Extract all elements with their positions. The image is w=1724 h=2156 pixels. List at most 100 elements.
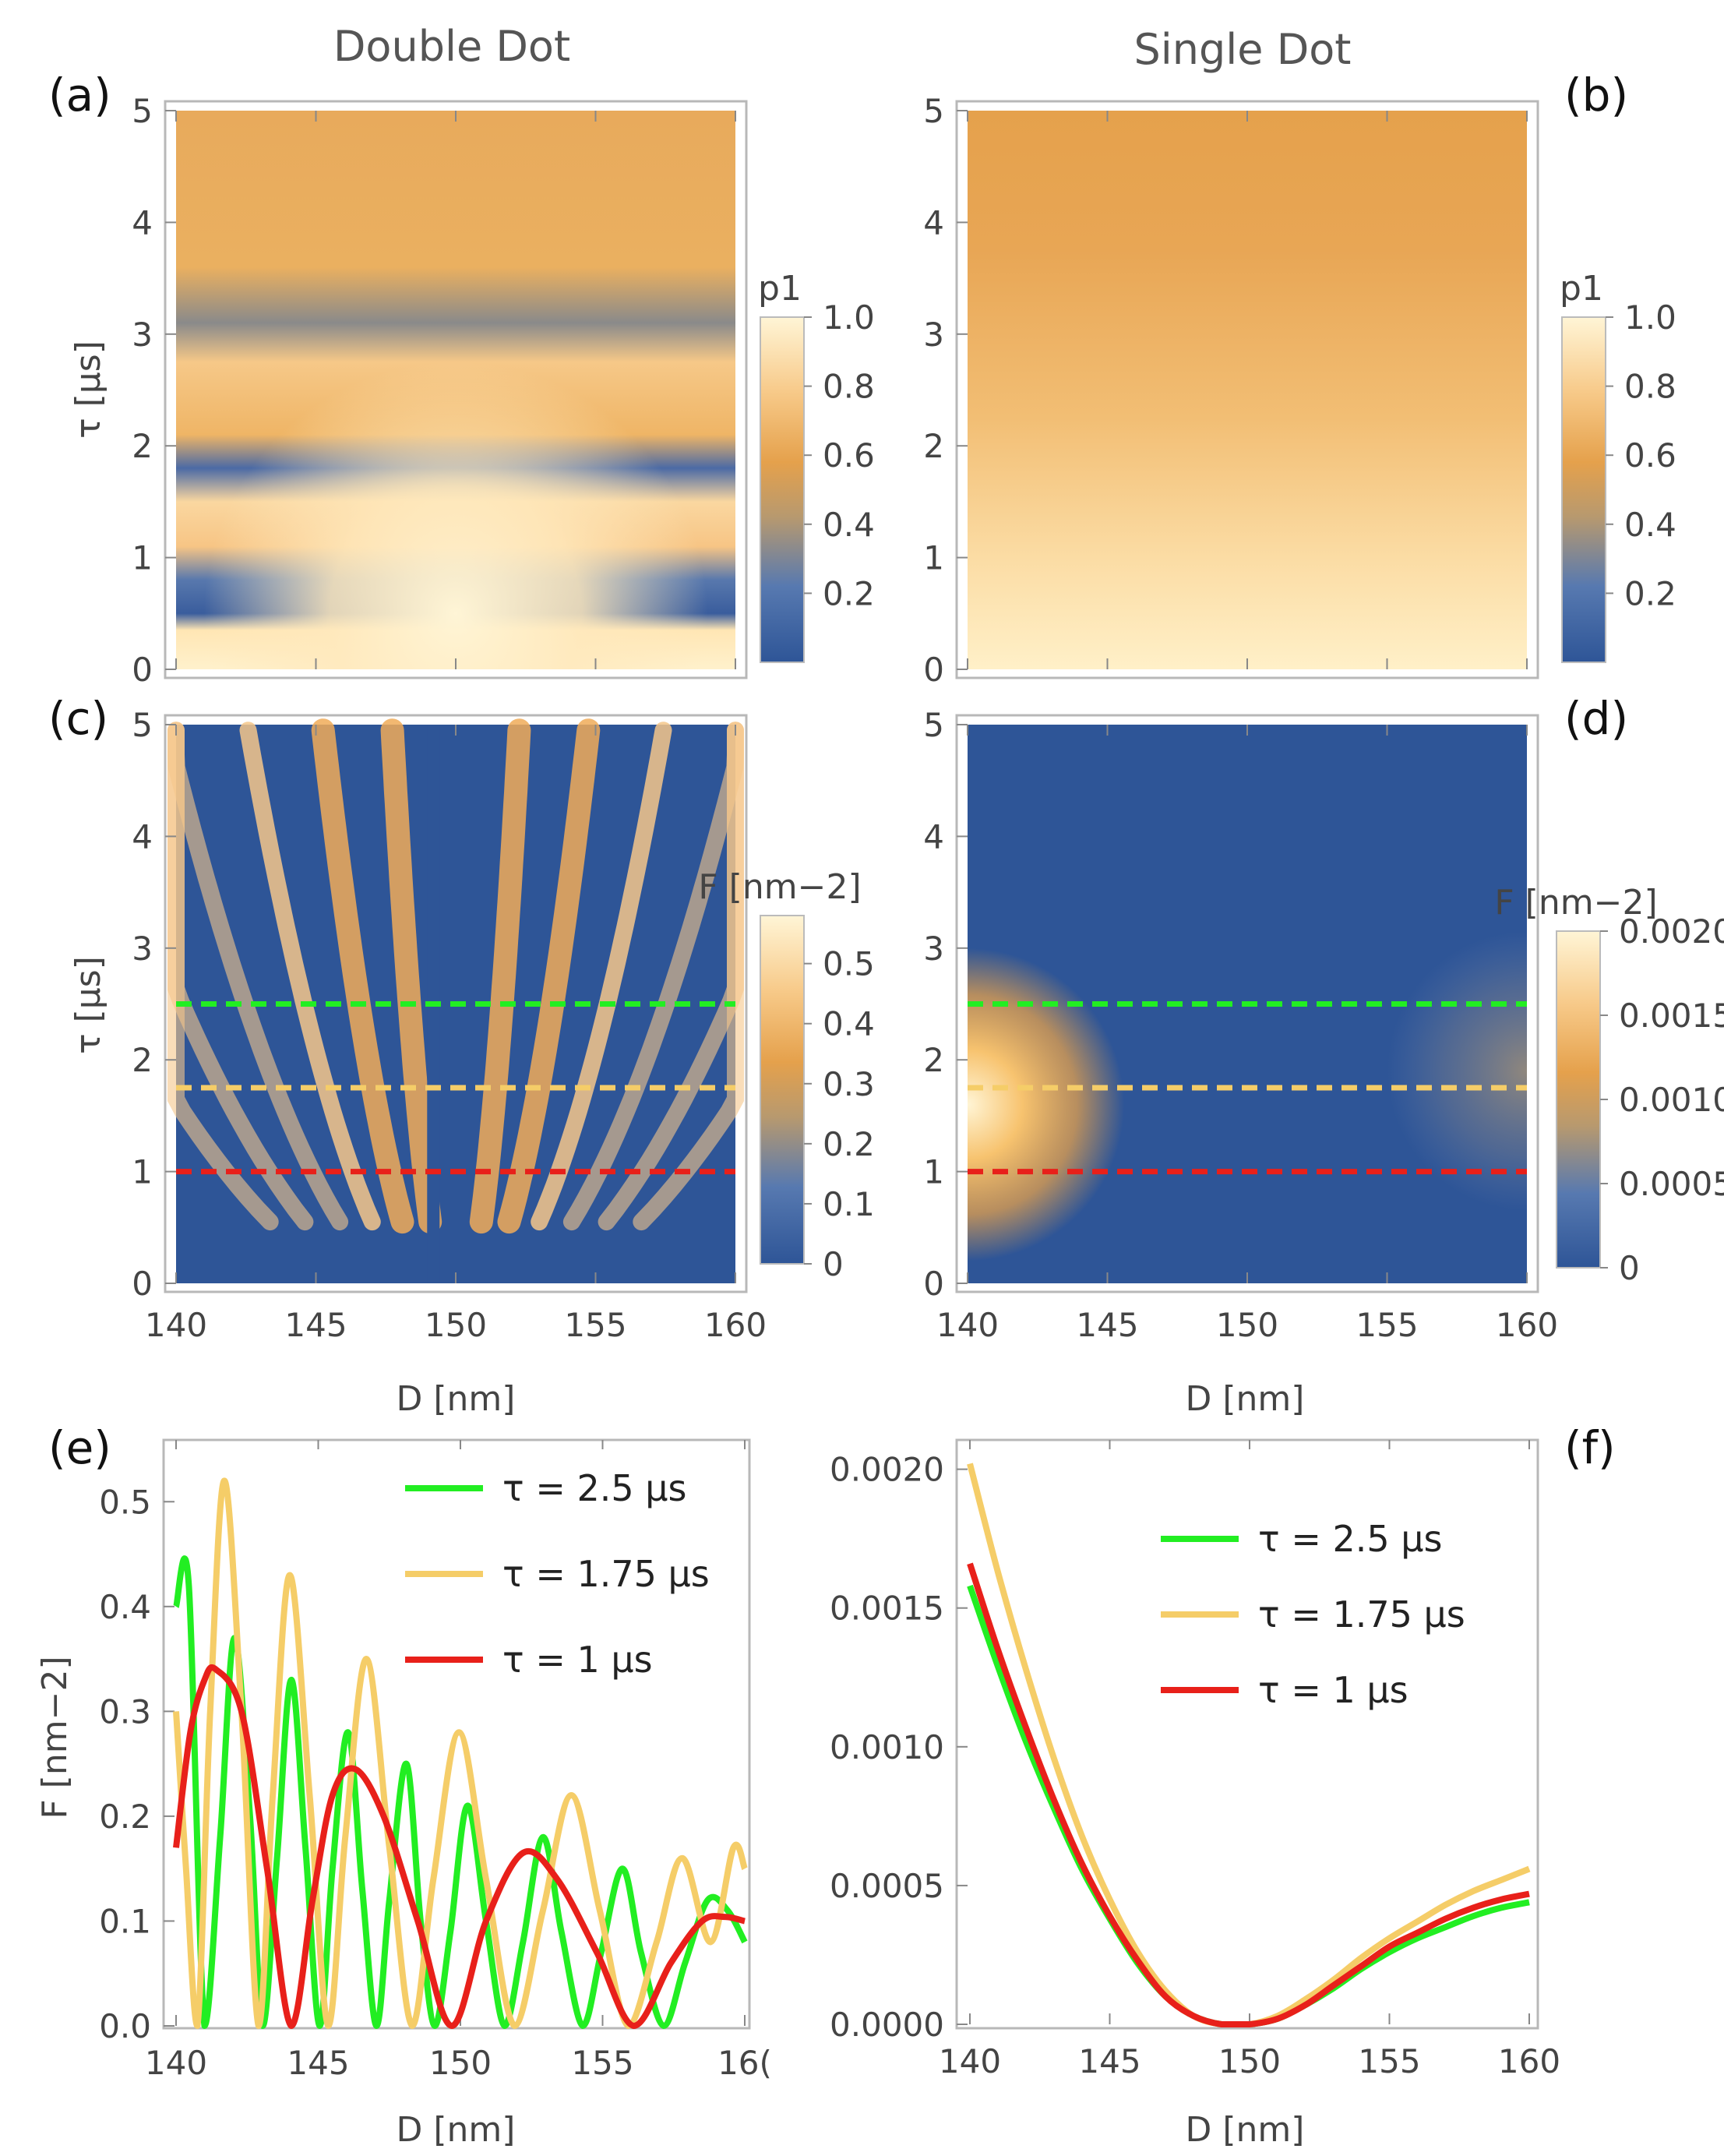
y-tick-label: 0.0005	[830, 1867, 944, 1905]
column-title-double-dot: Double Dot	[333, 22, 570, 71]
colorbar-tick-label: 0.0020	[1619, 912, 1724, 951]
colorbar-tick-label: 0	[823, 1245, 844, 1283]
colorbar-b: p1 0.2 0.4 0.6 0.8 1.0	[1560, 269, 1676, 663]
colorbar-tick-label: 1.0	[1624, 298, 1676, 337]
y-tick-label: 0	[132, 651, 153, 689]
panel-d: 140 145 150 155 160 0 1 2 3 4 5 D [nm]	[923, 706, 1558, 1419]
colorbar-tick-label: 0.4	[823, 506, 875, 544]
panel-a: τ [μs] 0 1 2 3 4 5	[69, 92, 748, 689]
y-tick-label: 3	[132, 316, 153, 354]
panel-label-d: (d)	[1564, 692, 1628, 745]
panel-label-e: (e)	[48, 1421, 111, 1474]
colorbar-tick-label: 0.4	[1624, 506, 1676, 544]
panel-c: 140 145 150 155 160 0 1 2 3 4 5 τ [μs] D [nm]	[69, 706, 767, 1419]
colorbar-c: F [nm−2] 0 0.1 0.2 0.3 0.4 0.5	[698, 867, 874, 1283]
panel-label-b: (b)	[1564, 69, 1628, 122]
fringe	[562, 722, 744, 1231]
panel-e-ylabel: F [nm−2]	[35, 1656, 75, 1819]
x-tick-label: 145	[1076, 1306, 1138, 1344]
y-tick-label: 0	[132, 1265, 153, 1303]
x-tick-label: 160	[1498, 2042, 1560, 2080]
legend-label: τ = 2.5 μs	[1258, 1518, 1443, 1560]
y-tick-label: 2	[923, 427, 944, 465]
fringe	[380, 718, 442, 1234]
panel-d-ticks: 140 145 150 155 160 0 1 2 3 4 5	[923, 706, 1558, 1344]
series-line	[173, 1664, 746, 2029]
y-tick-label: 0.2	[99, 1798, 151, 1836]
x-tick-label: 140	[939, 2042, 1001, 2080]
panel-a-ylabel: τ [μs]	[69, 341, 108, 439]
series-line	[173, 1477, 748, 2029]
colorbar-tick-label: 0	[1619, 1249, 1640, 1287]
colorbar-a-title: p1	[758, 269, 802, 309]
x-tick-label: 155	[1356, 1306, 1418, 1344]
colorbar-gradient	[760, 316, 805, 663]
column-title-single-dot: Single Dot	[1134, 25, 1352, 74]
colorbar-tick-label: 0.8	[823, 368, 875, 406]
y-tick-label: 2	[132, 1041, 153, 1079]
y-tick-label: 5	[923, 92, 944, 130]
x-tick-label: 140	[936, 1306, 999, 1344]
y-tick-label: 1	[923, 539, 944, 577]
panel-a-ticks: 0 1 2 3 4 5	[132, 92, 736, 689]
x-tick-label: 150	[425, 1306, 487, 1344]
y-tick-label: 2	[132, 427, 153, 465]
x-tick-label: 145	[284, 1306, 347, 1344]
y-tick-label: 3	[132, 930, 153, 968]
panel-label-c: (c)	[48, 692, 108, 745]
colorbar-tick-label: 0.2	[823, 574, 875, 612]
y-tick-label: 2	[923, 1041, 944, 1079]
y-tick-label: 0.0015	[830, 1590, 944, 1628]
x-tick-label: 155	[564, 1306, 626, 1344]
x-tick-label: 150	[1216, 1306, 1278, 1344]
colorbar-tick-label: 1.0	[823, 298, 875, 337]
fringe	[311, 718, 414, 1234]
fringe	[633, 722, 744, 1231]
colorbar-gradient	[1561, 316, 1606, 663]
colorbar-tick-label: 0.0005	[1619, 1165, 1724, 1203]
panel-c-dashed-lines	[176, 1001, 735, 1175]
y-tick-label: 5	[132, 706, 153, 744]
y-tick-label: 0.3	[99, 1692, 151, 1731]
y-tick-label: 5	[132, 92, 153, 130]
panel-c-fringes	[167, 718, 744, 1283]
panel-e: 140 145 150 155 16(0.0 0.1 0.2 0.3 0.4 0.5 τ = 2.5…	[35, 1438, 772, 2150]
y-tick-label: 3	[923, 930, 944, 968]
panel-c-xlabel: D [nm]	[397, 1379, 516, 1419]
panel-d-dashed-lines	[968, 1001, 1527, 1175]
colorbar-tick-label: 0.6	[823, 436, 875, 475]
colorbar-d: F [nm−2] 0 0.0005 0.0010 0.0015 0.0020	[1494, 883, 1724, 1287]
y-tick-label: 5	[923, 706, 944, 744]
colorbar-tick-label: 0.8	[1624, 368, 1676, 406]
panel-c-ylabel: τ [μs]	[69, 956, 108, 1054]
x-tick-label: 150	[429, 2044, 492, 2082]
y-tick-label: 0.0000	[830, 2006, 944, 2044]
panel-e-plot: 140 145 150 155 16(0.0 0.1 0.2 0.3 0.4 0.5 τ = 2.5…	[99, 1440, 772, 2082]
panel-f-xlabel: D [nm]	[1186, 2110, 1305, 2150]
y-tick-label: 0	[923, 651, 944, 689]
colorbar-tick-label: 0.0015	[1619, 997, 1724, 1035]
x-tick-label: 145	[287, 2044, 349, 2082]
fringe	[531, 722, 672, 1231]
colorbar-a: p1 0.2 0.4 0.6 0.8 1.0	[758, 269, 875, 663]
panel-f: 140 145 150 155 160 0.0000 0.0005 0.0010 0.0015 0…	[830, 1438, 1560, 2150]
x-tick-label: 140	[145, 2044, 207, 2082]
y-tick-label: 4	[132, 817, 153, 856]
panel-a-center-glow	[176, 111, 735, 669]
y-tick-label: 4	[923, 817, 944, 856]
y-tick-label: 0.5	[99, 1483, 151, 1521]
y-tick-label: 1	[923, 1153, 944, 1191]
y-tick-label: 1	[132, 539, 153, 577]
y-tick-label: 0.0	[99, 2007, 151, 2045]
legend-label: τ = 1.75 μs	[502, 1553, 710, 1595]
colorbar-d-title: F [nm−2]	[1494, 883, 1657, 923]
legend-label: τ = 1 μs	[502, 1639, 653, 1681]
x-tick-label: 160	[1496, 1306, 1558, 1344]
x-tick-label: 155	[571, 2044, 633, 2082]
fringe	[167, 722, 279, 1231]
colorbar-tick-label: 0.4	[823, 1005, 875, 1043]
legend-label: τ = 1 μs	[1258, 1669, 1408, 1711]
y-tick-label: 0.0010	[830, 1728, 944, 1766]
fringe	[239, 722, 381, 1231]
